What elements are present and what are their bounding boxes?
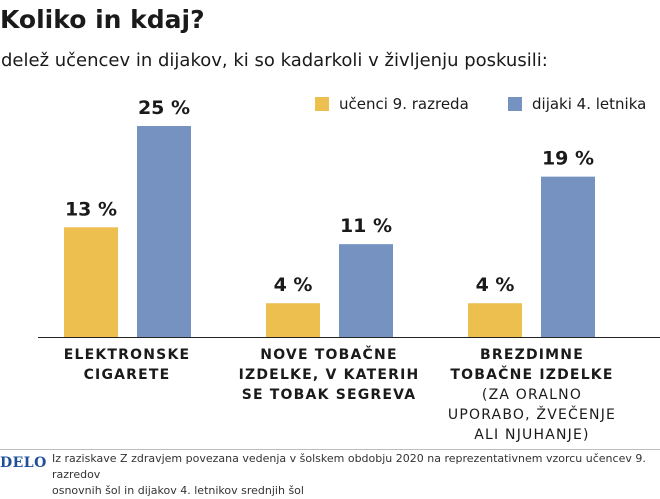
data-label-ucenci-2: 4 % <box>476 274 515 296</box>
chart-title: Koliko in kdaj? <box>0 5 205 34</box>
category-label-0-line-1: CIGARETE <box>83 367 171 383</box>
data-label-ucenci-1: 4 % <box>274 274 313 296</box>
category-note-2-line-0: (ZA ORALNO <box>481 387 583 403</box>
bar-dijaki-1 <box>339 244 393 337</box>
delo-logo: DELO <box>0 455 47 471</box>
footer-divider <box>0 449 660 450</box>
category-label-2-line-1: TOBAČNE IZDELKE <box>450 367 614 383</box>
source-line-1: Iz raziskave Z zdravjem povezana vedenja… <box>52 452 646 481</box>
bar-dijaki-2 <box>541 176 595 337</box>
source-line-2: osnovnih šol in dijakov 4. letnikov sred… <box>52 484 304 497</box>
category-label-2-line-0: BREZDIMNE <box>479 347 584 363</box>
chart-subtitle: delež učencev in dijakov, ki so kadarkol… <box>1 50 548 71</box>
data-label-ucenci-0: 13 % <box>65 198 117 220</box>
category-note-2: (ZA ORALNO UPORABO, ŽVEČENJE ALI NJUHANJE) <box>432 385 632 445</box>
category-label-0-line-0: ELEKTRONSKE <box>63 347 191 363</box>
bar-ucenci-0 <box>64 227 118 337</box>
legend-label-ucenci: učenci 9. razreda <box>339 95 469 113</box>
legend-swatch-ucenci <box>315 97 329 111</box>
category-label-1-line-2: SE TOBAK SEGREVA <box>241 387 417 403</box>
category-label-1: NOVE TOBAČNE IZDELKE, V KATERIH SE TOBAK S… <box>229 345 429 405</box>
bar-chart: 13 % 4 % 4 % 25 % 11 % 19 % <box>38 97 660 338</box>
category-label-2: BREZDIMNE TOBAČNE IZDELKE <box>432 345 632 385</box>
source-note: Iz raziskave Z zdravjem povezana vedenja… <box>52 451 652 499</box>
bar-ucenci-2 <box>468 303 522 337</box>
category-label-1-line-1: IZDELKE, V KATERIH <box>238 367 420 383</box>
category-label-0: ELEKTRONSKE CIGARETE <box>27 345 227 385</box>
category-label-1-line-0: NOVE TOBAČNE <box>260 347 398 363</box>
data-label-dijaki-1: 11 % <box>340 215 392 237</box>
data-label-dijaki-0: 25 % <box>138 97 190 119</box>
bar-dijaki-0 <box>137 126 191 337</box>
legend-swatch-dijaki <box>508 97 522 111</box>
category-note-2-line-2: ALI NJUHANJE) <box>474 427 590 443</box>
bar-ucenci-1 <box>266 303 320 337</box>
category-note-2-line-1: UPORABO, ŽVEČENJE <box>447 407 617 423</box>
data-label-dijaki-2: 19 % <box>542 148 594 170</box>
legend-label-dijaki: dijaki 4. letnika <box>532 95 647 113</box>
